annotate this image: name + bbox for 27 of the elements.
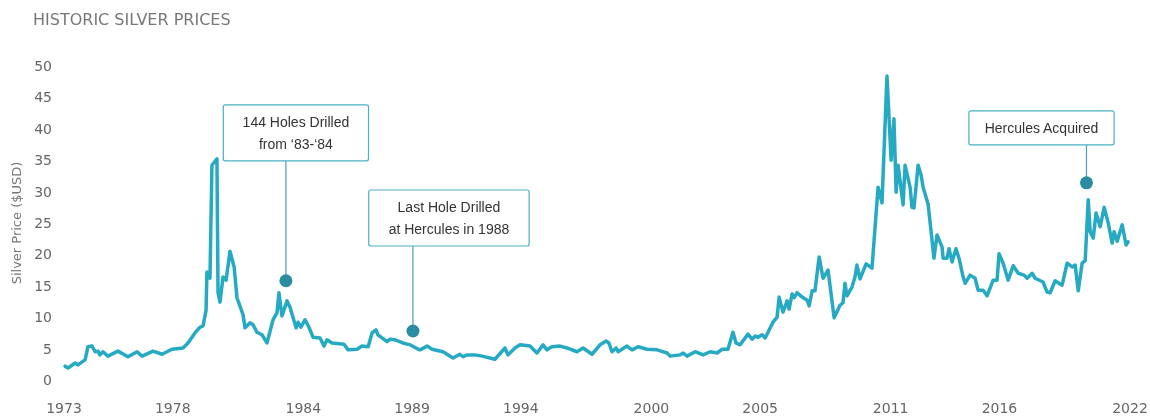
y-tick-label: 20 [34, 246, 52, 263]
x-tick-label: 1973 [46, 400, 82, 416]
annotation: Last Hole Drilled at Hercules in 1988 [388, 199, 510, 238]
x-tick-label: 2005 [742, 400, 778, 416]
annotation: 144 Holes Drilled from ‘83-‘84 [242, 113, 350, 152]
annotation: Hercules Acquired [984, 119, 1099, 136]
y-tick-label: 40 [34, 120, 52, 137]
y-tick-label: 30 [34, 183, 52, 200]
y-axis-title: Silver Price ($USD) [9, 161, 24, 285]
y-tick-label: 25 [34, 214, 52, 231]
y-tick-label: 45 [34, 89, 52, 106]
chart-title: HISTORIC SILVER PRICES [33, 10, 231, 29]
x-tick-label: 1984 [285, 400, 322, 416]
line-series [63, 74, 1130, 370]
y-tick-label: 5 [43, 340, 52, 357]
x-tick-label: 2022 [1112, 400, 1148, 416]
y-tick-label: 35 [34, 152, 52, 169]
x-tick-label: 1994 [503, 400, 539, 416]
x-tick-label: 2011 [872, 400, 909, 416]
y-tick-label: 10 [34, 309, 52, 326]
x-tick-label: 1989 [394, 400, 430, 416]
x-tick-label: 2016 [981, 400, 1018, 416]
x-tick-label: 2000 [633, 400, 670, 416]
y-tick-label: 0 [43, 371, 52, 388]
y-tick-label: 50 [34, 57, 52, 74]
y-tick-label: 15 [34, 277, 52, 294]
x-tick-label: 1978 [154, 400, 191, 416]
